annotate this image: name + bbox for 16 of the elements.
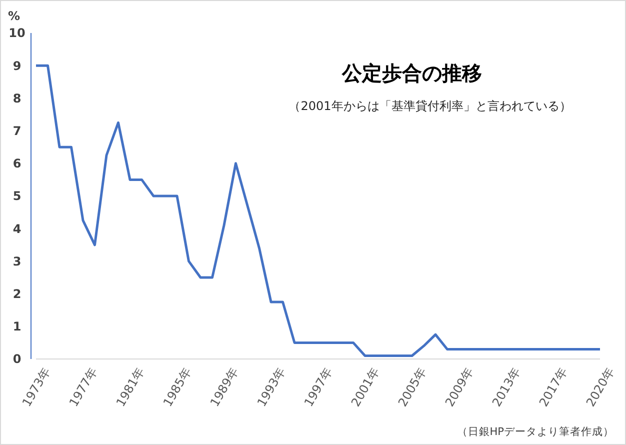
y-tick-label: 1 [12, 320, 22, 334]
text: （日銀HPデータより筆者作成） [456, 425, 614, 438]
y-tick-label: 7 [12, 124, 22, 138]
y-tick-label: 6 [12, 156, 22, 171]
y-tick-label: 10 [8, 26, 26, 40]
y-tick-label: 9 [12, 58, 22, 73]
text: （2001年からは「基準貸付利率」と言われている） [288, 99, 572, 113]
y-tick-label: 4 [12, 222, 22, 236]
y-tick-label: 2 [12, 287, 22, 301]
y-tick-label: 8 [12, 91, 22, 106]
y-tick-label: 0 [12, 352, 22, 366]
y-tick-label: 5 [12, 189, 22, 204]
text: 公定歩合の推移 [341, 61, 482, 85]
y-axis-title: % [8, 9, 20, 23]
line-series [34, 64, 602, 357]
y-tick-label: 3 [12, 254, 22, 268]
